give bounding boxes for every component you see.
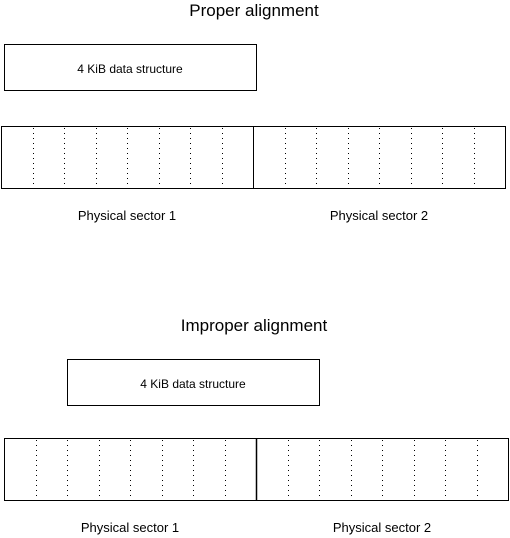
improper-logical-block-dividers bbox=[36, 440, 478, 500]
improper-sector-2-label: Physical sector 2 bbox=[333, 520, 431, 535]
proper-logical-block-dividers bbox=[33, 128, 475, 188]
proper-sector-strip bbox=[1, 126, 506, 189]
proper-sector-1-label: Physical sector 1 bbox=[78, 208, 176, 223]
improper-sector-1-label: Physical sector 1 bbox=[81, 520, 179, 535]
improper-sector-strip bbox=[4, 438, 509, 501]
improper-data-structure-rect bbox=[67, 359, 320, 406]
proper-alignment-title: Proper alignment bbox=[189, 1, 319, 20]
proper-data-structure-box: 4 KiB data structure bbox=[4, 44, 257, 91]
improper-data-structure-label: 4 KiB data structure bbox=[140, 377, 246, 391]
improper-data-structure-box: 4 KiB data structure bbox=[67, 359, 320, 406]
proper-sector-2-label: Physical sector 2 bbox=[330, 208, 428, 223]
improper-alignment-title: Improper alignment bbox=[181, 316, 328, 335]
proper-alignment-section: Proper alignment 4 KiB data structure Ph… bbox=[1, 1, 506, 223]
improper-alignment-section: Improper alignment 4 KiB data structure … bbox=[4, 316, 509, 535]
proper-data-structure-rect bbox=[4, 44, 257, 91]
proper-data-structure-label: 4 KiB data structure bbox=[77, 62, 183, 76]
